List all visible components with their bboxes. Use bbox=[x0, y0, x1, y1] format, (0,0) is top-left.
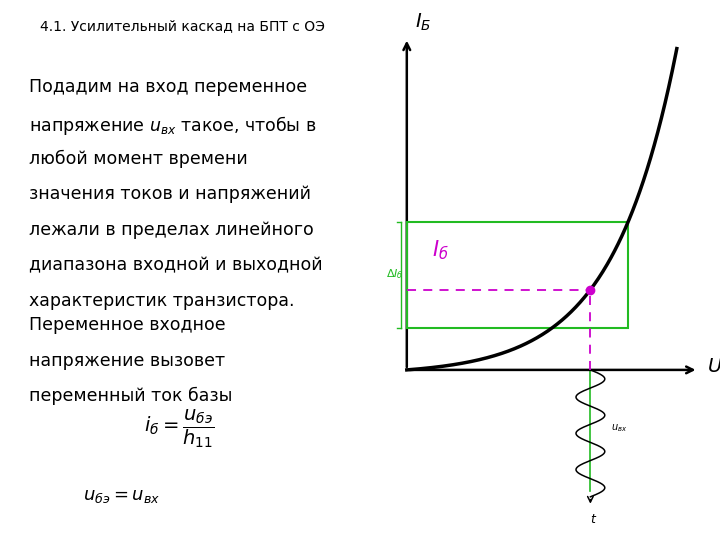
Text: Подадим на вход переменное: Подадим на вход переменное bbox=[29, 78, 307, 96]
Text: $\Delta I_б$: $\Delta I_б$ bbox=[386, 268, 403, 281]
Text: $I_б$: $I_б$ bbox=[432, 239, 449, 262]
Text: 4.1. Усилительный каскад на БПТ с ОЭ: 4.1. Усилительный каскад на БПТ с ОЭ bbox=[40, 19, 325, 33]
Text: лежали в пределах линейного: лежали в пределах линейного bbox=[29, 221, 313, 239]
Text: $u_{вх}$: $u_{вх}$ bbox=[611, 422, 627, 434]
Text: $t$: $t$ bbox=[590, 513, 598, 526]
Text: напряжение вызовет: напряжение вызовет bbox=[29, 352, 225, 369]
Text: $i_{б} = \dfrac{u_{бэ}}{h_{11}}$: $i_{б} = \dfrac{u_{бэ}}{h_{11}}$ bbox=[144, 408, 215, 450]
Text: характеристик транзистора.: характеристик транзистора. bbox=[29, 292, 294, 310]
Text: любой момент времени: любой момент времени bbox=[29, 150, 248, 168]
Text: $I_Б$: $I_Б$ bbox=[415, 12, 432, 33]
Text: $u_{бэ} = u_{вх}$: $u_{бэ} = u_{вх}$ bbox=[83, 487, 160, 505]
Text: напряжение $\mathit{u_{вх}}$ такое, чтобы в: напряжение $\mathit{u_{вх}}$ такое, чтоб… bbox=[29, 114, 316, 137]
Text: $U_{БЭ}$: $U_{БЭ}$ bbox=[707, 356, 720, 378]
Text: диапазона входной и выходной: диапазона входной и выходной bbox=[29, 256, 323, 274]
Text: значения токов и напряжений: значения токов и напряжений bbox=[29, 185, 311, 203]
Text: Переменное входное: Переменное входное bbox=[29, 316, 225, 334]
Text: переменный ток базы: переменный ток базы bbox=[29, 387, 232, 406]
